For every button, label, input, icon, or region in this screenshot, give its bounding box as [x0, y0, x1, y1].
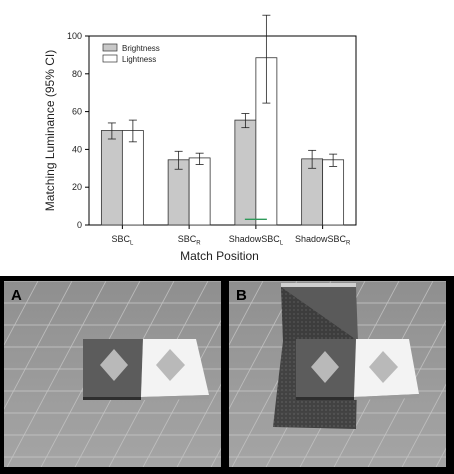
bar-lightness: [322, 159, 345, 226]
bar-chart: 0 20 40 60 80 100 Matching Luminance (95% CI) M…: [43, 14, 357, 263]
scene-a-illustration: [4, 281, 221, 467]
x-axis-title: Match Position: [180, 249, 259, 263]
light-square-edge: [354, 394, 419, 400]
y-tick-label: 20: [72, 182, 82, 192]
x-tick-label-subscript: L: [280, 241, 284, 247]
light-square-edge: [141, 395, 209, 400]
x-tick-label-subscript: R: [346, 241, 351, 247]
scene-b-illustration: [229, 281, 446, 467]
legend-label-brightness: Brightness: [122, 44, 160, 53]
y-tick-label: 60: [72, 107, 82, 117]
x-tick-label: ShadowSBCL: [229, 234, 284, 247]
bar-brightness: [301, 158, 324, 226]
y-tick-label: 40: [72, 144, 82, 154]
panel-label-a: A: [11, 287, 22, 304]
x-tick-label: SBCL: [111, 234, 134, 247]
y-tick-label: 0: [77, 220, 82, 230]
wall-top-edge: [281, 283, 356, 287]
target-diamond-right: [369, 351, 398, 383]
target-diamond-left: [311, 351, 339, 383]
dark-square-edge: [83, 397, 141, 400]
x-tick-label: SBCR: [178, 234, 202, 247]
bar-lightness: [188, 157, 211, 226]
legend-swatch-lightness: [102, 54, 118, 63]
x-tick-label-subscript: R: [196, 241, 201, 247]
y-tick-label: 80: [72, 69, 82, 79]
x-tick-label-base: SBC: [111, 234, 130, 244]
dark-square-edge: [296, 397, 354, 400]
legend-label-lightness: Lightness: [122, 55, 156, 64]
x-tick-label-base: ShadowSBC: [229, 234, 281, 244]
bar-brightness: [234, 119, 257, 226]
bar-chart-panel: 0 20 40 60 80 100 Matching Luminance (95% CI) M…: [0, 0, 454, 276]
bar-lightness: [121, 130, 144, 226]
x-tick-label-base: ShadowSBC: [295, 234, 347, 244]
y-tick-label: 100: [67, 31, 82, 41]
legend-swatch-brightness: [102, 43, 118, 52]
x-tick-label-subscript: L: [130, 241, 134, 247]
photo-panel-a: A: [4, 281, 221, 467]
x-tick-label-base: SBC: [178, 234, 197, 244]
photo-panel-b: B: [229, 281, 446, 467]
x-tick-label: ShadowSBCR: [295, 234, 351, 247]
plot-frame: [88, 35, 357, 226]
panel-label-b: B: [236, 287, 247, 304]
bar-brightness: [100, 130, 123, 226]
target-diamond-right: [156, 349, 185, 381]
target-diamond-left: [100, 349, 128, 381]
y-axis-title: Matching Luminance (95% CI): [43, 50, 57, 211]
